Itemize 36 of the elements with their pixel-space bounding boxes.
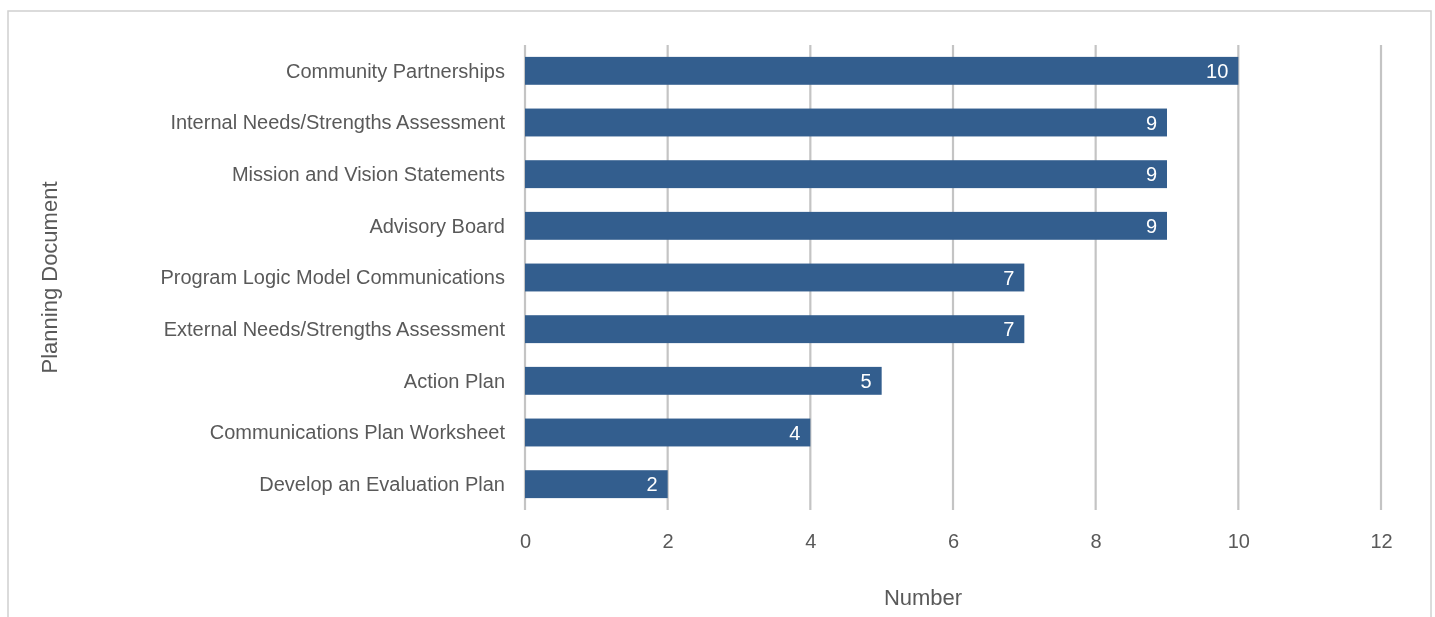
bar — [525, 470, 668, 499]
x-tick-label: 0 — [519, 530, 532, 553]
y-tick-label: Community Partnerships — [286, 59, 505, 82]
x-tick-label: 8 — [1090, 530, 1102, 553]
data-label: 2 — [646, 473, 658, 496]
y-axis-title: Planning Document — [37, 181, 62, 374]
x-tick-label: 6 — [947, 530, 960, 553]
bar — [525, 108, 1167, 137]
data-label: 7 — [1003, 318, 1015, 341]
data-label: 9 — [1145, 214, 1157, 237]
data-label: 9 — [1145, 163, 1157, 186]
bar — [525, 366, 882, 395]
bar — [525, 263, 1025, 292]
x-tick-label: 2 — [662, 530, 674, 553]
data-label: 4 — [789, 421, 801, 444]
data-label: 9 — [1145, 111, 1157, 134]
y-tick-label: Action Plan — [403, 369, 505, 392]
y-tick-label: Internal Needs/Strengths Assessment — [170, 111, 506, 134]
x-tick-label: 4 — [805, 530, 817, 553]
bar — [525, 211, 1167, 240]
x-tick-label: 10 — [1227, 530, 1250, 553]
bar — [525, 56, 1239, 85]
data-label: 5 — [860, 369, 872, 392]
data-label: 10 — [1206, 59, 1229, 82]
y-tick-label: Advisory Board — [369, 214, 505, 237]
bar — [525, 160, 1167, 189]
bar — [525, 418, 811, 447]
data-label: 7 — [1003, 266, 1015, 289]
y-tick-label: Develop an Evaluation Plan — [259, 473, 505, 496]
y-tick-label: Communications Plan Worksheet — [209, 421, 506, 444]
x-tick-label: 12 — [1370, 530, 1393, 553]
bar — [525, 315, 1025, 344]
y-tick-label: Program Logic Model Communications — [160, 266, 505, 289]
x-axis-title: Number — [883, 585, 963, 610]
y-tick-label: Mission and Vision Statements — [231, 163, 505, 186]
y-tick-label: External Needs/Strengths Assessment — [163, 318, 506, 341]
